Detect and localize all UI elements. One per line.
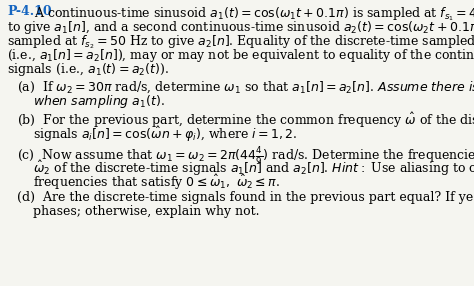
Text: (i.e., $a_1[n] = a_2[n]$), may or may not be equivalent to equality of the conti: (i.e., $a_1[n] = a_2[n]$), may or may no… <box>7 47 474 64</box>
Text: P-4.10: P-4.10 <box>7 5 52 18</box>
Text: (a)  If $\omega_2 = 30\pi$ rad/s, determine $\omega_1$ so that $a_1[n] = a_2[n]$: (a) If $\omega_2 = 30\pi$ rad/s, determi… <box>17 79 474 96</box>
Text: frequencies that satisfy $0 \leq \hat{\omega}_1,\ \hat{\omega}_2 \leq \pi$.: frequencies that satisfy $0 \leq \hat{\o… <box>33 173 280 192</box>
Text: (d)  Are the discrete-time signals found in the previous part equal? If yes, fin: (d) Are the discrete-time signals found … <box>17 191 474 204</box>
Text: signals $a_i[n] = \cos(\hat{\omega}n + \varphi_i)$, where $i = 1, 2$.: signals $a_i[n] = \cos(\hat{\omega}n + \… <box>33 125 297 144</box>
Text: $\it{when\ sampling}$ $a_1(t)$.: $\it{when\ sampling}$ $a_1(t)$. <box>33 93 164 110</box>
Text: (c)  Now assume that $\omega_1 = \omega_2 = 2\pi(44\frac{4}{9})$ rad/s. Determin: (c) Now assume that $\omega_1 = \omega_2… <box>17 145 474 167</box>
Text: to give $a_1[n]$, and a second continuous-time sinusoid $a_2(t) = \cos(\omega_2 : to give $a_1[n]$, and a second continuou… <box>7 19 474 36</box>
Text: phases; otherwise, explain why not.: phases; otherwise, explain why not. <box>33 205 259 218</box>
Text: (b)  For the previous part, determine the common frequency $\hat{\omega}$ of the: (b) For the previous part, determine the… <box>17 111 474 130</box>
Text: $\hat{\omega}_2$ of the discrete-time signals $a_1[n]$ and $a_2[n]$. $\it{Hint:}: $\hat{\omega}_2$ of the discrete-time si… <box>33 159 474 178</box>
Text: sampled at $f_{s_2} = 50$ Hz to give $a_2[n]$. Equality of the discrete-time sam: sampled at $f_{s_2} = 50$ Hz to give $a_… <box>7 33 474 51</box>
Text: A continuous-time sinusoid $a_1(t) = \cos(\omega_1 t + 0.1\pi)$ is sampled at $f: A continuous-time sinusoid $a_1(t) = \co… <box>34 5 474 23</box>
Text: signals (i.e., $a_1(t) = a_2(t)$).: signals (i.e., $a_1(t) = a_2(t)$). <box>7 61 169 78</box>
